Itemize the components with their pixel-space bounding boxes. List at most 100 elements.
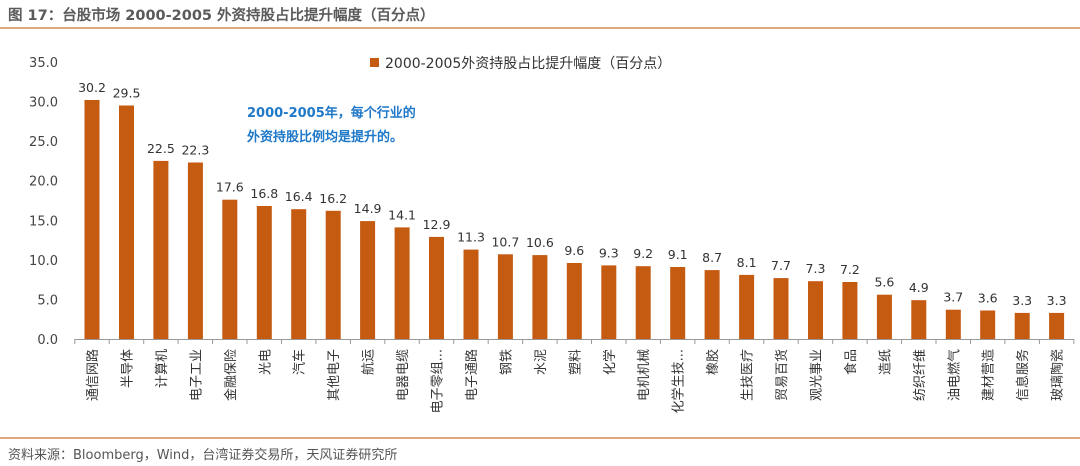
bar-value-label: 8.7 — [702, 250, 722, 265]
bar — [429, 236, 444, 339]
bar-value-label: 14.1 — [388, 207, 416, 222]
bar-value-label: 4.9 — [909, 280, 929, 295]
bar-value-label: 7.3 — [806, 261, 826, 276]
bar-value-label: 30.2 — [78, 80, 106, 95]
bar-value-label: 10.7 — [491, 234, 519, 249]
bar — [394, 227, 410, 339]
legend-label: 2000-2005外资持股占比提升幅度（百分点） — [385, 56, 671, 72]
legend-swatch — [370, 58, 379, 67]
y-axis: 0.0 5.0 10.0 15.0 20.0 25.0 30.0 35.0 — [29, 56, 58, 348]
x-category-label: 造纸 — [878, 349, 893, 375]
bar-value-label: 3.3 — [1047, 293, 1067, 308]
bar-value-label: 12.9 — [423, 217, 451, 232]
bar-value-label: 22.5 — [147, 141, 175, 156]
bar-value-label: 3.3 — [1012, 293, 1032, 308]
legend: 2000-2005外资持股占比提升幅度（百分点） — [370, 56, 671, 72]
bar-value-label: 3.6 — [978, 291, 998, 306]
bar — [291, 209, 307, 339]
top-divider — [0, 27, 1080, 29]
x-category-label: 橡胶 — [705, 349, 721, 375]
x-category-label: 金融保险 — [223, 349, 239, 401]
bar-value-label: 29.5 — [113, 86, 141, 101]
figure-title: 图 17：台股市场 2000-2005 外资持股占比提升幅度（百分点） — [8, 8, 435, 24]
bar — [566, 263, 582, 339]
bar-value-label: 14.9 — [354, 201, 382, 216]
bar-value-label: 9.1 — [668, 247, 688, 262]
bar-value-label: 22.3 — [181, 143, 209, 158]
bar-chart: 0.0 5.0 10.0 15.0 20.0 25.0 30.0 35.0 30.2 29.5 2… — [29, 56, 1075, 413]
y-tick-label: 25.0 — [29, 135, 58, 150]
y-tick-label: 35.0 — [29, 56, 58, 71]
bar — [84, 100, 100, 339]
bar — [635, 266, 651, 339]
bar — [704, 270, 720, 339]
x-category-label: 钢铁 — [499, 349, 514, 375]
x-category-label: 电子零组... — [431, 349, 446, 413]
value-labels: 30.2 29.5 22.5 22.3 17.6 16.8 16.4 16.2 14.9 14.1… — [78, 80, 1066, 308]
bar — [497, 254, 513, 339]
x-category-label: 玻璃陶瓷 — [1050, 349, 1066, 401]
x-category-label: 电器电缆 — [395, 349, 411, 401]
bar-value-label: 7.7 — [771, 258, 791, 273]
x-category-label: 通信网路 — [85, 349, 101, 401]
bar — [601, 265, 617, 339]
bar — [1049, 312, 1065, 339]
bar-value-label: 11.3 — [457, 230, 485, 245]
x-category-label: 化学 — [602, 349, 618, 375]
x-category-label: 油电燃气 — [946, 349, 962, 401]
bar-value-label: 10.6 — [526, 235, 554, 250]
y-tick-label: 0.0 — [37, 333, 58, 348]
x-category-label: 电子工业 — [189, 349, 204, 401]
y-tick-label: 30.0 — [29, 96, 58, 111]
bar — [187, 162, 203, 339]
y-tick-label: 10.0 — [29, 254, 58, 269]
bar — [256, 206, 272, 339]
x-category-label: 信息服务 — [1015, 349, 1031, 401]
x-category-label: 半导体 — [120, 349, 135, 388]
bar-value-label: 9.2 — [633, 246, 653, 261]
bar — [876, 294, 892, 339]
x-category-label: 食品 — [843, 349, 859, 375]
x-category-label: 汽车 — [292, 349, 308, 375]
x-category-label: 生技医疗 — [741, 349, 756, 401]
bar — [325, 210, 341, 339]
bar-value-label: 17.6 — [216, 180, 244, 195]
bottom-divider — [0, 437, 1080, 439]
x-axis: 通信网路 半导体 计算机 电子工业 金融保险 光电 汽车 其他电子 航运 电器电缆 电子零组... 电… — [74, 339, 1075, 413]
bar — [945, 309, 961, 339]
bar — [153, 160, 169, 339]
bar — [842, 282, 858, 339]
x-category-label: 电机机械 — [637, 349, 652, 401]
x-category-label: 贸易百货 — [774, 349, 790, 401]
bar-value-label: 16.8 — [250, 186, 278, 201]
x-category-label: 计算机 — [155, 349, 170, 388]
bar — [773, 278, 789, 339]
x-category-label: 塑料 — [568, 349, 583, 375]
bar — [980, 310, 996, 339]
annotation: 2000-2005年，每个行业的 外资持股比例均是提升的。 — [246, 105, 416, 145]
x-category-label: 电子通路 — [464, 349, 480, 401]
bar — [360, 221, 376, 339]
bar-value-label: 7.2 — [840, 262, 860, 277]
bar — [532, 255, 548, 339]
source-note: 资料来源：Bloomberg，Wind，台湾证券交易所，天风证券研究所 — [8, 448, 398, 463]
bar-value-label: 9.3 — [599, 245, 619, 260]
bar-series — [84, 100, 1065, 339]
bar — [1014, 312, 1030, 339]
bar — [808, 281, 823, 339]
bar — [911, 300, 927, 339]
x-category-label: 航运 — [361, 349, 377, 375]
bar — [670, 267, 686, 339]
x-category-label: 水泥 — [534, 349, 549, 375]
x-category-label: 建材营造 — [982, 349, 997, 401]
bar-value-label: 16.4 — [285, 189, 313, 204]
annotation-line-2: 外资持股比例均是提升的。 — [246, 129, 403, 145]
x-category-label: 纺织纤维 — [913, 349, 928, 401]
y-tick-label: 5.0 — [37, 293, 58, 308]
y-tick-label: 20.0 — [29, 175, 58, 190]
bar — [119, 105, 134, 339]
bar-value-label: 3.7 — [943, 290, 963, 305]
bar — [739, 274, 755, 339]
x-category-label: 观光事业 — [810, 349, 825, 401]
x-category-label: 光电 — [258, 349, 273, 375]
